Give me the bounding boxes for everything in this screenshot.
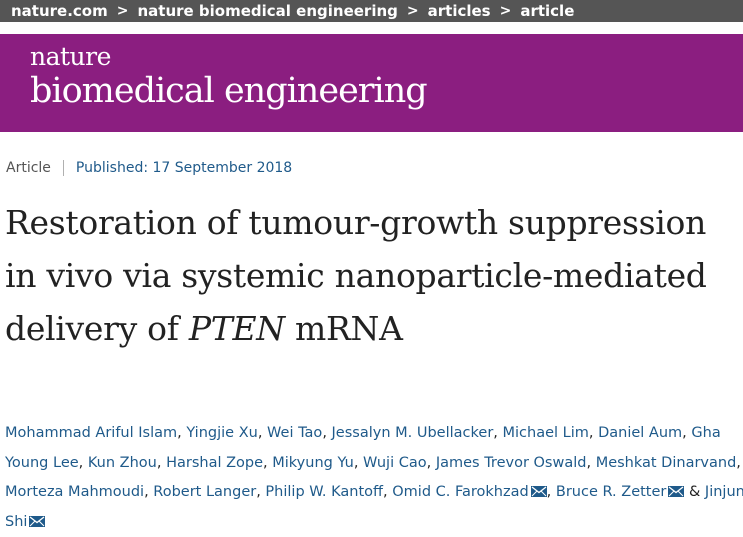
mail-icon[interactable] [29,515,46,527]
title-tail: mRNA [284,309,403,348]
author-separator: , [383,484,393,500]
author-link[interactable]: Omid C. Farokhzad [392,484,529,500]
article-type: Article [6,160,51,176]
author-link[interactable]: Wuji Cao [363,454,427,471]
author-separator: , [426,454,436,471]
breadcrumb-item-nature-com[interactable]: nature.com [11,2,108,20]
author-separator: , [493,425,503,441]
breadcrumb-item-journal[interactable]: nature biomedical engineering [137,2,398,20]
author-link[interactable]: Philip W. Kantoff [265,484,384,500]
breadcrumb: nature.com > nature biomedical engineeri… [0,0,743,22]
author-link[interactable]: Mohammad Ariful Islam [5,425,178,441]
mail-icon[interactable] [530,486,547,497]
author-separator: , [353,454,364,471]
author-separator: , [156,454,167,471]
author-link[interactable]: Daniel Aum [598,425,683,441]
masthead-logo-line1: nature [30,42,111,71]
author-link[interactable]: Yingjie Xu [186,425,258,441]
author-separator: , [682,425,692,441]
author-link[interactable]: Bruce R. Zetter [555,484,667,500]
author-separator: , [588,425,599,441]
author-separator: , [257,425,268,441]
author-link[interactable]: Kun Zhou [87,454,157,471]
journal-masthead[interactable]: nature biomedical engineering [0,34,743,132]
author-separator: , [322,425,332,441]
author-separator: , [177,425,187,441]
author-list: Mohammad Ariful Islam, Yingjie Xu, Wei T… [5,419,743,537]
author-link[interactable]: Jessalyn M. Ubellacker [331,425,494,441]
author-separator: , [144,484,154,500]
meta-divider [62,160,64,176]
author-link[interactable]: Harshal Zope [166,454,264,471]
published-date: Published: 17 September 2018 [75,160,293,176]
author-link[interactable]: Gha Young Lee [5,425,721,471]
author-separator: , [736,454,741,471]
author-link[interactable]: Morteza Mahmoudi [5,484,145,500]
author-link[interactable]: Meshkat Dinarvand [595,454,737,471]
author-separator: & [684,484,705,500]
author-link[interactable]: James Trevor Oswald [435,454,587,471]
breadcrumb-separator: > [116,3,129,19]
author-link[interactable]: Mikyung Yu [272,454,354,471]
breadcrumb-separator: > [406,3,419,19]
author-separator: , [546,484,556,500]
author-link[interactable]: Robert Langer [153,484,257,500]
breadcrumb-item-articles[interactable]: articles [427,2,491,20]
author-separator: , [256,484,266,500]
masthead-logo-line2: biomedical engineering [30,71,428,111]
mail-icon[interactable] [668,486,685,497]
breadcrumb-separator: > [499,3,512,19]
author-link[interactable]: Michael Lim [502,425,589,441]
title-main: Restoration of tumour-growth suppression… [5,203,707,348]
breadcrumb-item-article[interactable]: article [520,2,575,20]
article-title: Restoration of tumour-growth suppression… [5,196,735,355]
author-link[interactable]: Wei Tao [267,425,323,441]
author-link[interactable]: Jinjun Shi [5,484,743,530]
author-separator: , [263,454,273,471]
title-gene-name: PTEN [188,309,285,348]
article-meta: Article Published: 17 September 2018 [6,160,292,176]
author-separator: , [78,454,88,471]
author-separator: , [586,454,596,471]
